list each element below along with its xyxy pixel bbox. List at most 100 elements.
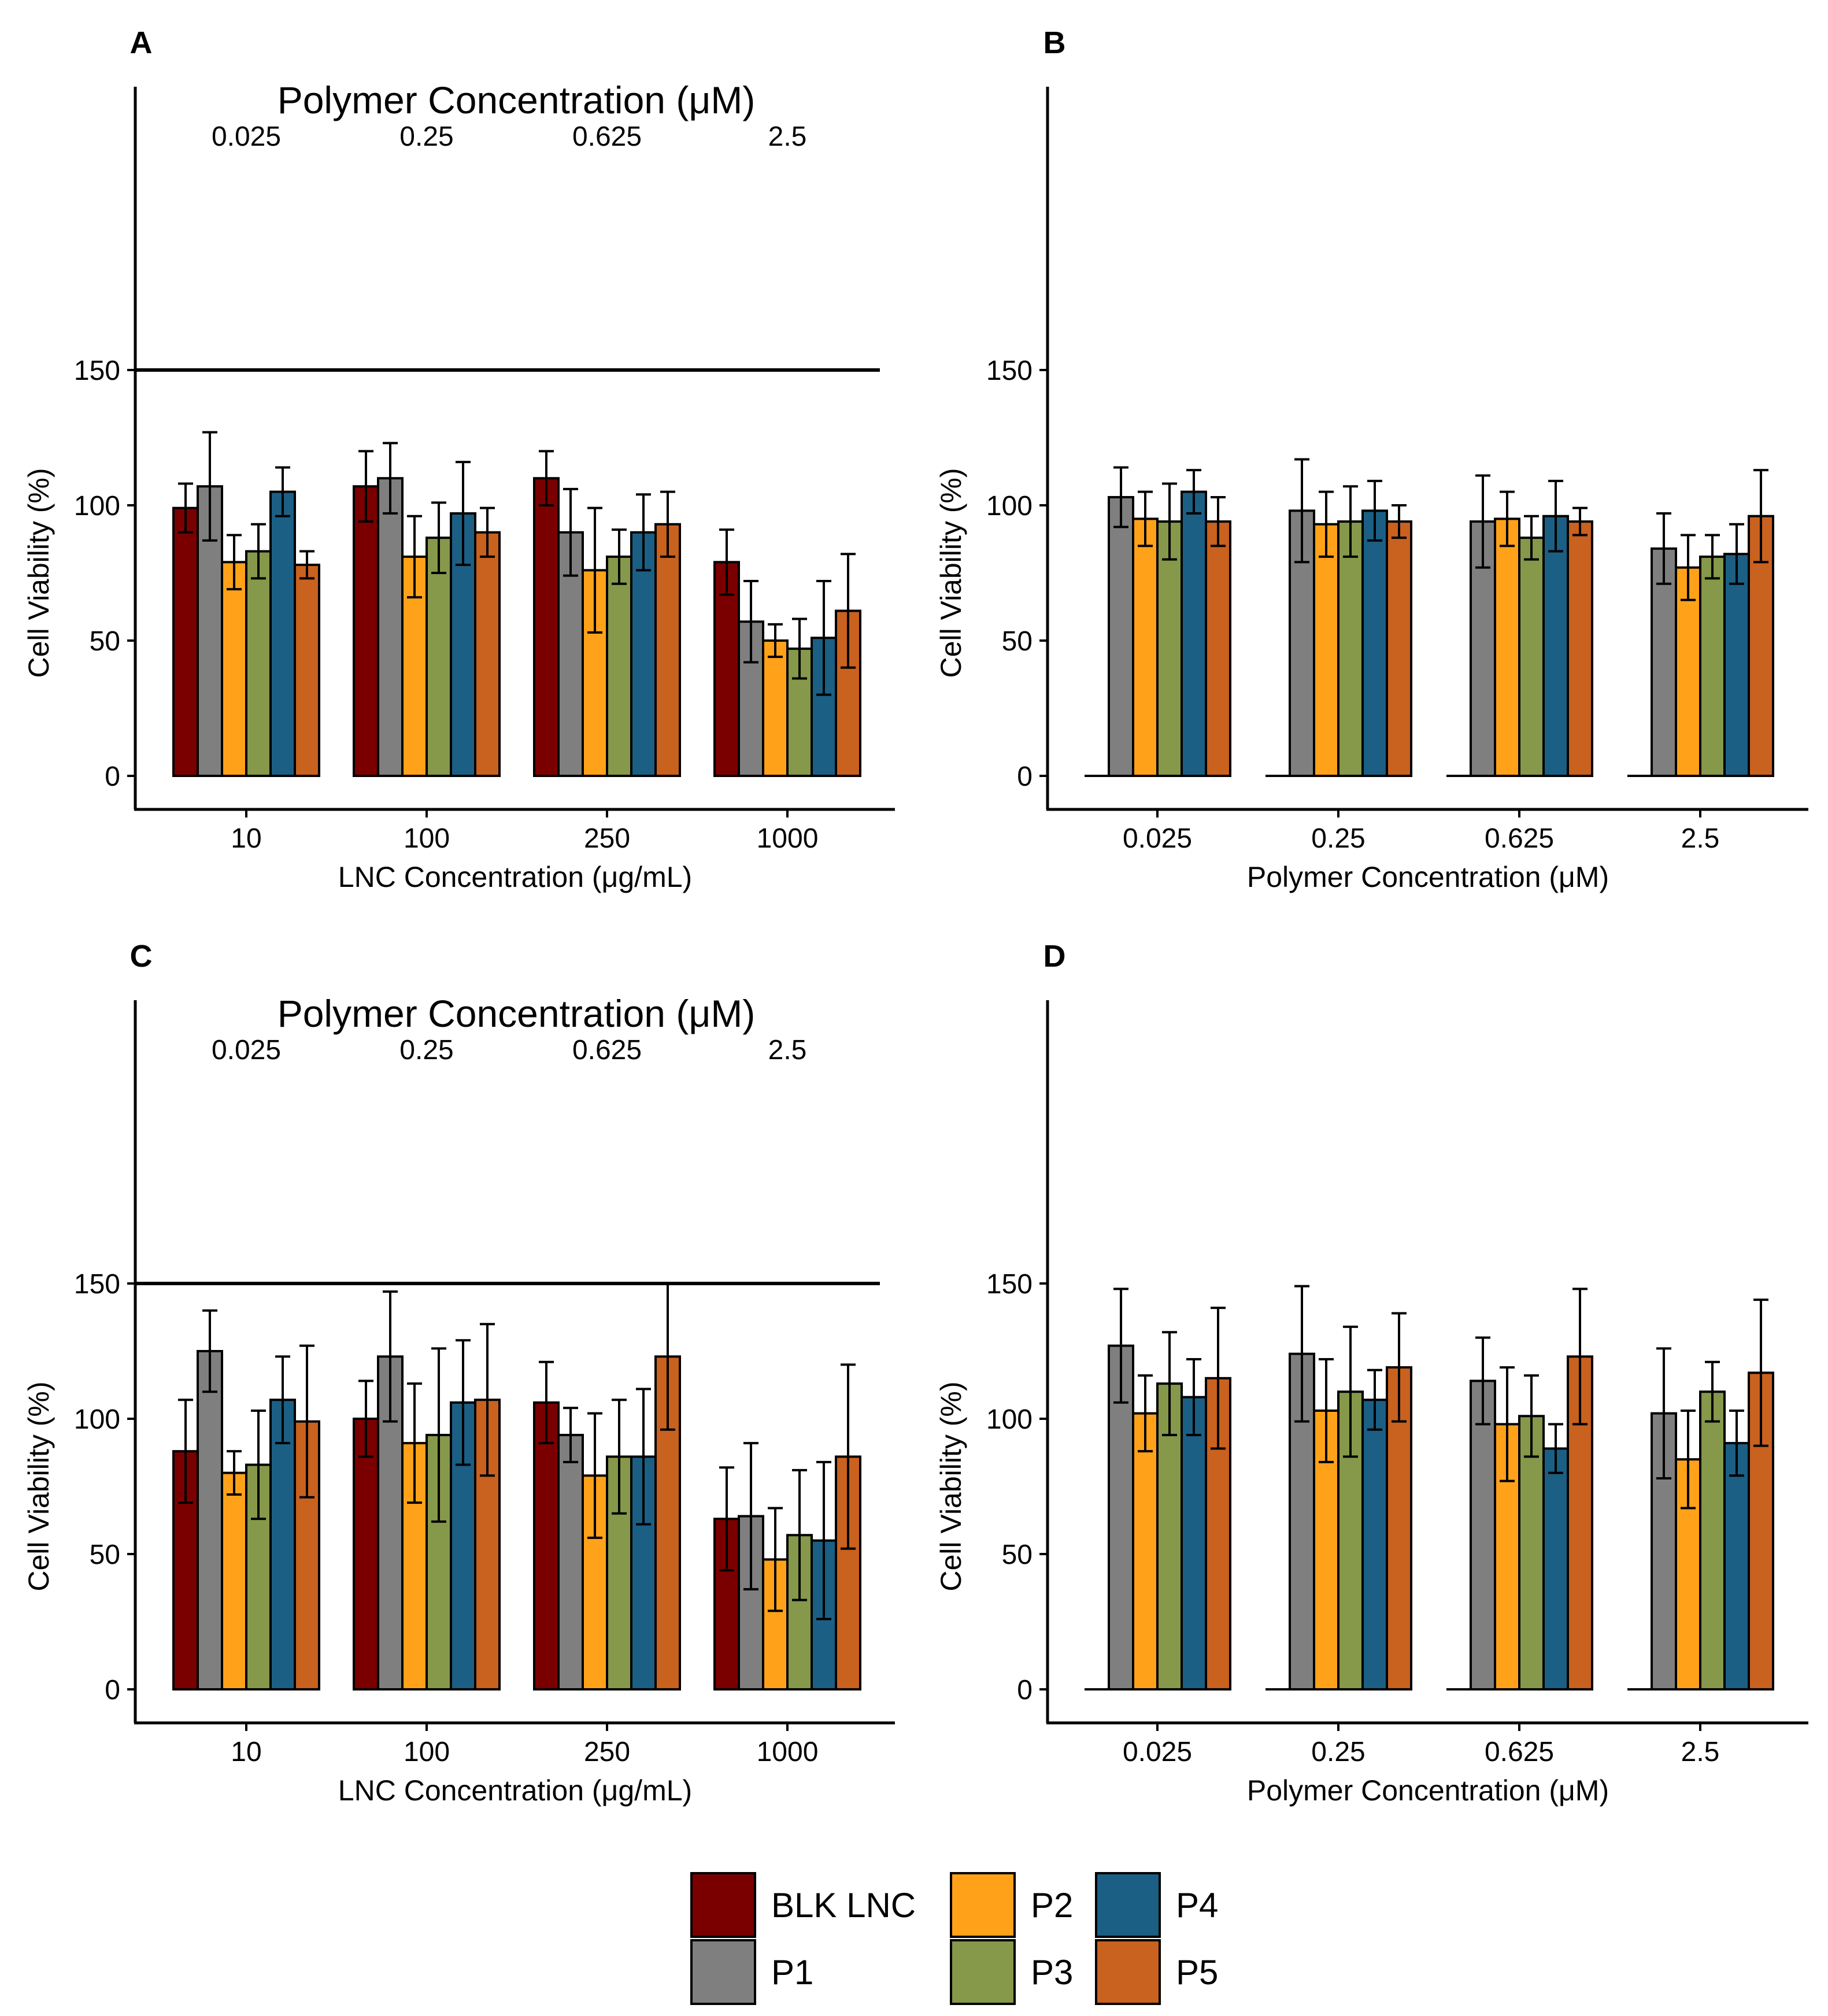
bar-p4	[269, 1399, 296, 1691]
panel-d: D 0 50 100 150 Cell Viability (%) 0.025 0.25 0.6…	[935, 939, 1808, 1807]
error-bar	[1475, 474, 1490, 569]
error-bar	[612, 1399, 627, 1515]
bar-p3	[1337, 520, 1364, 778]
error-bar	[743, 1442, 758, 1590]
y-tick-label: 0	[1017, 1675, 1033, 1706]
legend-swatch	[950, 1872, 1016, 1938]
bar-p3	[1518, 537, 1545, 777]
bar-p4	[1181, 490, 1207, 777]
legend-item-p3: P3	[950, 1939, 1073, 2005]
panel-b: B 0 50 100 150 Cell Viability (%) 0.025 0.25 0.6…	[935, 25, 1808, 893]
error-bar	[816, 1460, 831, 1621]
error-bar	[1113, 466, 1128, 528]
error-bar	[539, 1360, 554, 1445]
legend-label: P3	[1031, 1953, 1073, 1992]
top-axis-title: Polymer Concentration (μM)	[277, 79, 756, 121]
bar-p1	[197, 1350, 223, 1691]
error-bar	[719, 1466, 734, 1572]
error-bar	[816, 580, 831, 696]
error-bar	[1113, 1288, 1128, 1404]
y-tick-label: 50	[90, 626, 120, 657]
error-bar	[1572, 1288, 1588, 1426]
error-bar	[1705, 1360, 1720, 1423]
error-bar	[1656, 1347, 1671, 1479]
bar-p5	[474, 531, 501, 777]
y-tick-label: 100	[986, 491, 1033, 521]
error-bar	[1162, 482, 1177, 561]
error-bar	[1367, 479, 1382, 542]
error-bar	[1186, 469, 1201, 515]
error-bar	[1392, 1312, 1407, 1423]
x-tick-label: 100	[404, 823, 450, 854]
error-bar	[407, 1382, 422, 1504]
top-axis-label: 0.025	[212, 1035, 281, 1066]
legend-label: P5	[1176, 1953, 1218, 1992]
legend-label: P1	[771, 1953, 813, 1992]
error-bar	[1753, 1299, 1768, 1447]
error-bar	[299, 550, 314, 580]
legend-swatch	[690, 1872, 756, 1938]
y-tick-label: 100	[986, 1404, 1033, 1435]
error-bar	[178, 482, 193, 534]
y-tick-label: 150	[74, 356, 120, 386]
error-bar	[1392, 504, 1407, 539]
error-bar	[1319, 490, 1334, 558]
error-bar	[1524, 1374, 1539, 1458]
panel-c: C 0 50 100 150 Cell Viability (%) 10 100 250 1000…	[23, 939, 895, 1807]
error-bar	[1753, 469, 1768, 564]
error-bar	[792, 1468, 807, 1601]
error-bar	[1500, 490, 1515, 548]
top-axis-title: Polymer Concentration (μM)	[277, 992, 756, 1035]
bar-blk-lnc	[353, 1418, 379, 1691]
error-bar	[1138, 1374, 1153, 1453]
error-bar	[1162, 1331, 1177, 1437]
error-bar	[768, 1507, 783, 1612]
top-axis-label: 0.25	[399, 121, 453, 152]
bar-p1	[1651, 547, 1677, 777]
error-bar	[1729, 523, 1744, 585]
bar-p2	[1494, 517, 1520, 778]
bar-p5	[294, 563, 320, 778]
error-bar	[480, 1323, 495, 1477]
bar-blk-lnc	[533, 477, 560, 777]
x-tick-label: 1000	[757, 1737, 819, 1767]
y-axis-title: Cell Viability (%)	[935, 468, 967, 678]
error-bar	[539, 450, 554, 506]
error-bar	[1524, 515, 1539, 561]
error-bar	[480, 506, 495, 558]
legend-swatch	[1095, 1939, 1161, 2005]
error-bar	[1548, 479, 1563, 553]
top-axis-label: 2.5	[768, 121, 807, 152]
y-tick-label: 0	[105, 1675, 120, 1706]
bar-p5	[1205, 520, 1231, 778]
legend-label: P4	[1176, 1886, 1218, 1925]
y-tick-label: 50	[90, 1540, 120, 1570]
error-bar	[202, 1309, 217, 1393]
error-bar	[563, 1407, 578, 1463]
error-bar	[1186, 1358, 1201, 1437]
bar-p4	[1723, 1442, 1750, 1691]
bar-p4	[1542, 515, 1569, 777]
bar-p2	[762, 639, 789, 777]
x-tick-label: 2.5	[1681, 823, 1720, 854]
legend-item-p1: P1	[690, 1939, 813, 2005]
error-bar	[1294, 1285, 1309, 1423]
legend-item-p4: P4	[1095, 1872, 1218, 1938]
panel-letter: B	[1043, 25, 1066, 60]
bar-p4	[1542, 1447, 1569, 1691]
bar-p2	[1132, 1412, 1159, 1691]
bar-p5	[1386, 520, 1412, 778]
bar-p5	[654, 523, 681, 777]
bar-p3	[1699, 1390, 1726, 1691]
error-bar	[1729, 1409, 1744, 1477]
top-axis-label: 0.025	[212, 121, 281, 152]
legend-item-p2: P2	[950, 1872, 1073, 1938]
y-tick-label: 0	[1017, 761, 1033, 792]
error-bar	[612, 528, 627, 585]
error-bar	[792, 617, 807, 680]
error-bar	[383, 442, 398, 515]
bar-p2	[1313, 523, 1339, 777]
legend-label: P2	[1031, 1886, 1073, 1925]
bar-p3	[245, 550, 272, 777]
